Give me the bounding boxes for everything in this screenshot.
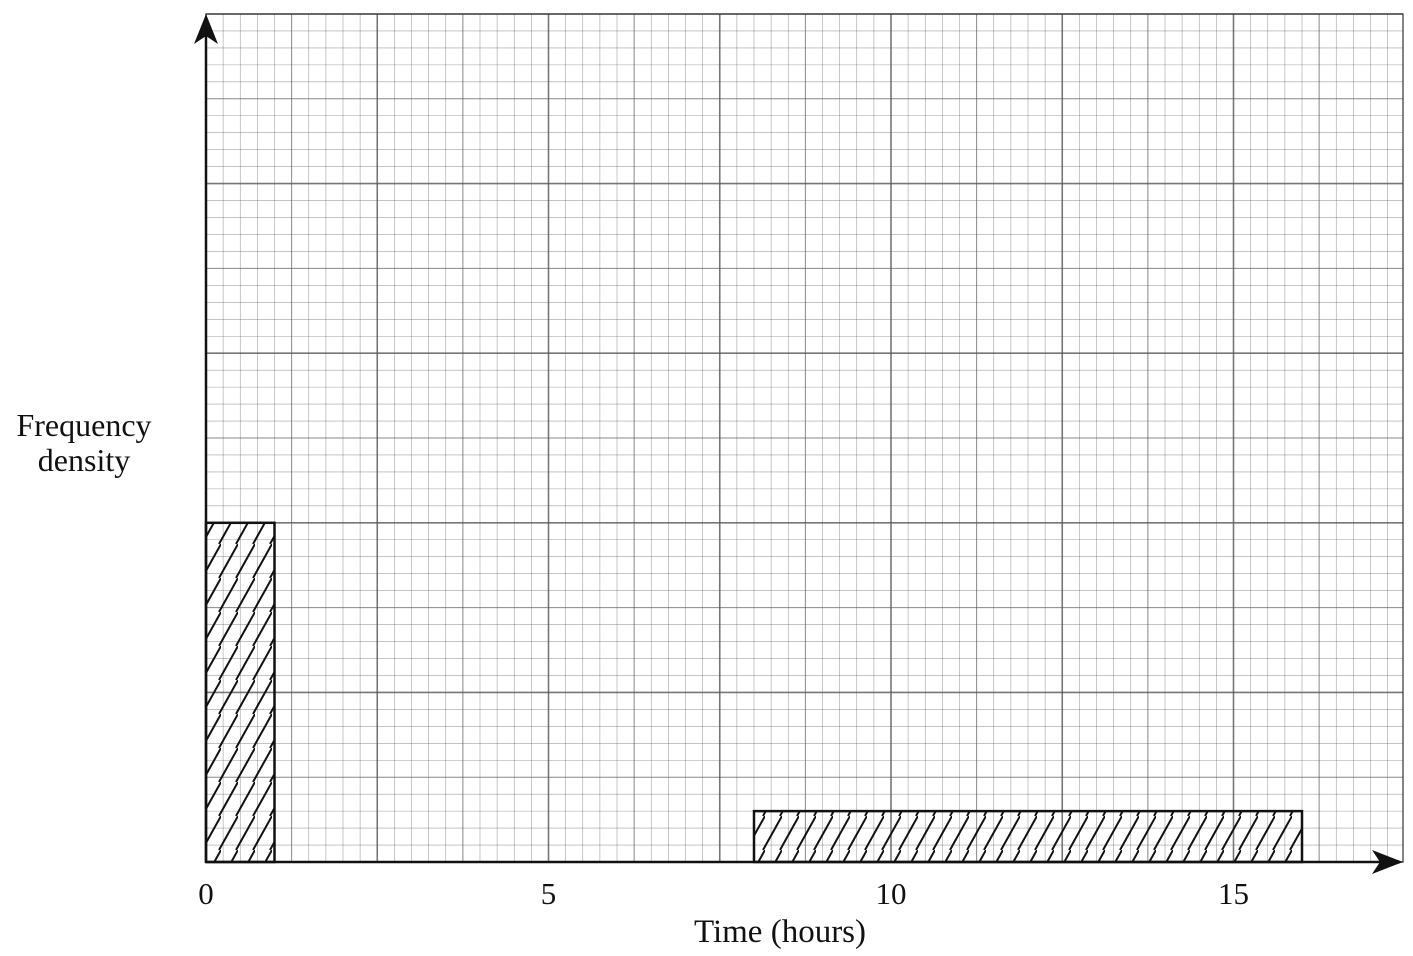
x-tick-labels: 0 5 10 15	[198, 876, 1249, 911]
y-axis-label: Frequency density	[4, 408, 164, 478]
y-axis-arrow-icon	[194, 14, 218, 44]
axes	[194, 14, 1403, 874]
x-tick-label-5: 5	[541, 876, 557, 911]
y-axis-label-line-2: density	[37, 442, 131, 478]
x-axis-arrow-icon	[1372, 850, 1403, 874]
x-tick-label-10: 10	[876, 876, 907, 911]
x-tick-label-15: 15	[1218, 876, 1249, 911]
grid-paper	[205, 13, 1404, 863]
x-axis-label: Time (hours)	[693, 914, 867, 950]
histogram-bar-1	[204, 521, 276, 864]
histogram-bars	[204, 521, 1304, 864]
histogram-bar-2	[752, 809, 1304, 864]
y-axis-label-line-1: Frequency	[16, 407, 152, 443]
x-tick-label-0: 0	[198, 876, 214, 911]
